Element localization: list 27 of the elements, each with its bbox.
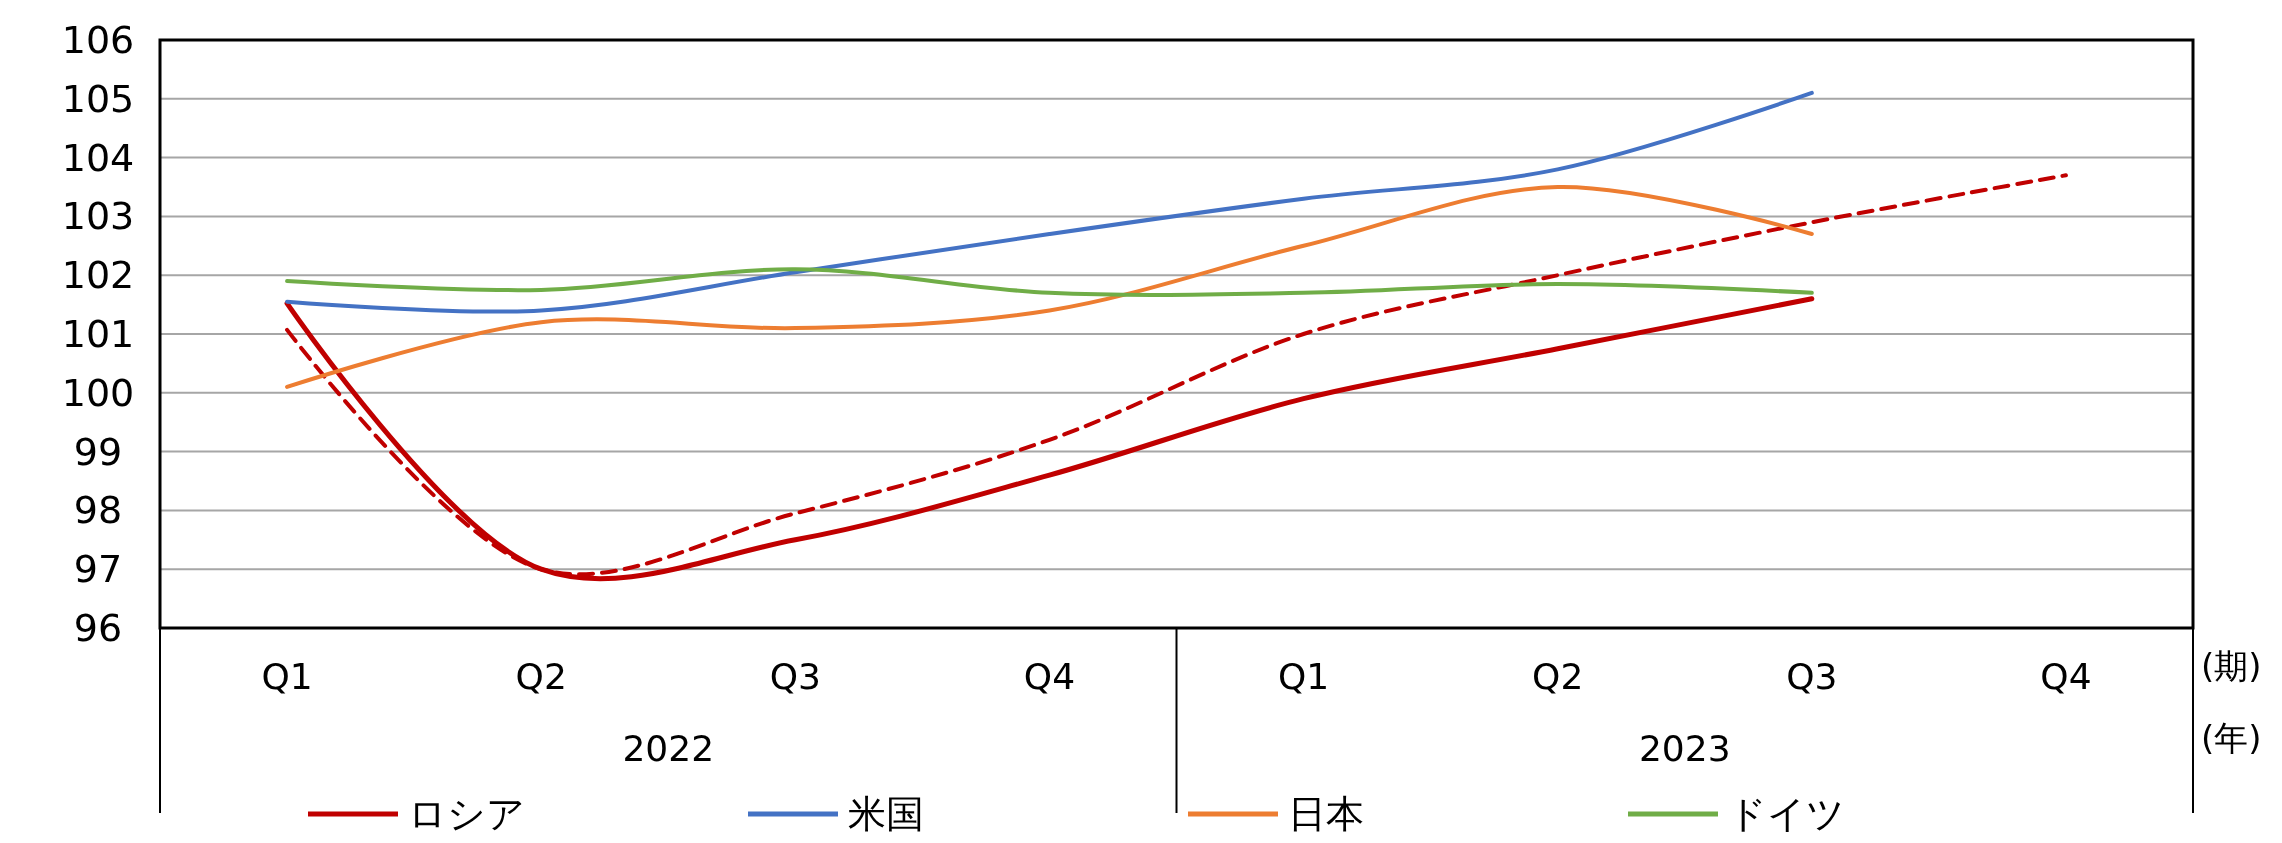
y-tick-label: 103 <box>61 194 135 239</box>
x-axis-title: (期) <box>2201 646 2262 686</box>
x-tick-label: Q4 <box>1023 655 1076 697</box>
y-tick-label: 106 <box>61 18 135 62</box>
legend-label: ドイツ <box>1728 792 1845 836</box>
y-tick-label: 100 <box>61 370 135 415</box>
x-tick-label: Q2 <box>515 655 567 697</box>
y-tick-label: 99 <box>73 429 123 474</box>
x-tick-label: Q3 <box>1786 655 1838 697</box>
x-tick-label: Q4 <box>2040 655 2092 697</box>
legend-label: 日本 <box>1288 792 1364 836</box>
x-tick-label: Q2 <box>1532 655 1584 697</box>
y-tick-label: 98 <box>73 488 123 533</box>
x-tick-label: Q3 <box>769 655 821 697</box>
y-tick-label: 104 <box>61 135 135 180</box>
x-tick-label: Q1 <box>1277 655 1330 697</box>
y-tick-label: 105 <box>61 76 135 121</box>
y-tick-label: 102 <box>61 253 135 298</box>
y-tick-label: 101 <box>61 312 135 356</box>
text: (年) <box>2201 718 2262 758</box>
text: 2022 <box>622 727 715 769</box>
text: 2023 <box>1638 727 1731 769</box>
x-tick-label: Q1 <box>261 655 313 697</box>
y-tick-label: 97 <box>73 547 123 592</box>
legend-label: 米国 <box>848 792 924 836</box>
y-tick-label: 96 <box>73 606 123 650</box>
legend-label: ロシア <box>408 792 525 836</box>
